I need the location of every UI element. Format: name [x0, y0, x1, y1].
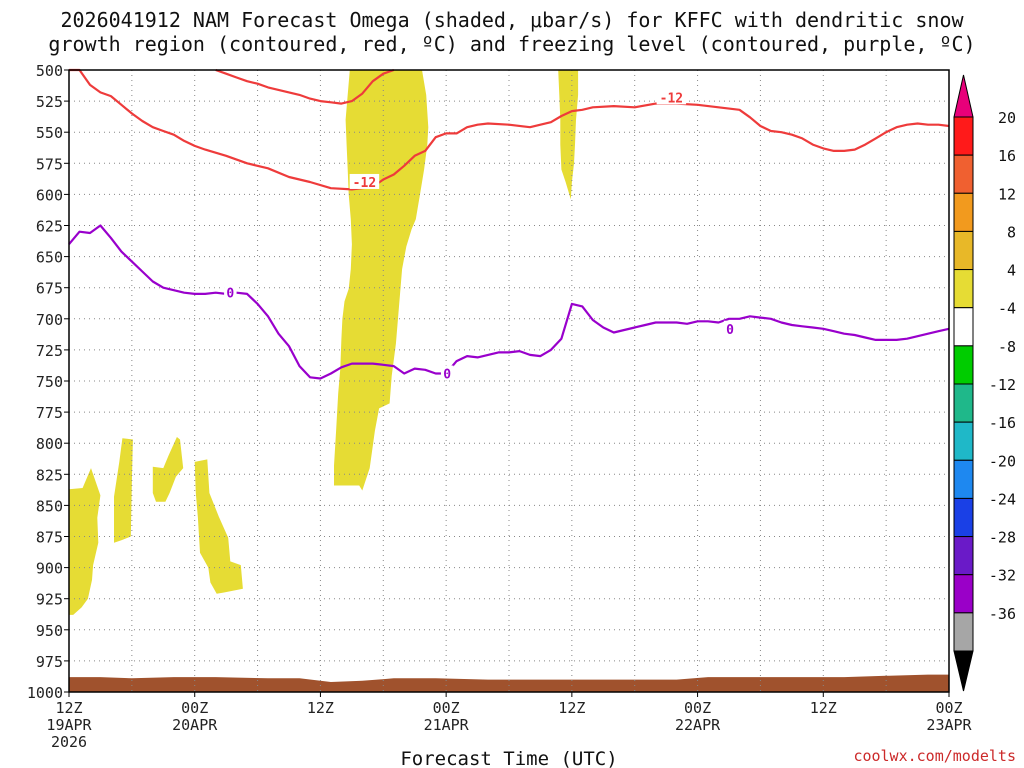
contour-label: 0	[443, 368, 451, 383]
colorbar-swatch	[953, 497, 974, 538]
x-tick-label: 00Z	[433, 699, 460, 717]
colorbar-top-arrow	[953, 74, 974, 118]
y-tick-label: 950	[36, 622, 63, 640]
colorbar-swatch	[953, 269, 974, 309]
y-tick-label: 775	[36, 404, 63, 422]
colorbar-label: -4	[998, 300, 1016, 318]
x-tick-label: 12Z	[558, 699, 585, 717]
y-tick-label: 500	[36, 62, 63, 80]
colorbar-swatch	[953, 116, 974, 156]
colorbar-label: 20	[998, 109, 1016, 127]
y-tick-label: 675	[36, 280, 63, 298]
omega-region-2	[558, 70, 579, 200]
x-tick-label: 23APR	[926, 716, 972, 734]
colorbar-label: -36	[989, 605, 1016, 623]
colorbar-swatch	[953, 154, 974, 194]
y-tick-label: 575	[36, 155, 63, 173]
contour-label-bg	[224, 284, 237, 300]
colorbar-label: 4	[1007, 262, 1016, 280]
y-tick-label: 875	[36, 529, 63, 547]
y-tick-label: 525	[36, 93, 63, 111]
x-tick-label: 12Z	[810, 699, 837, 717]
colorbar-label: -24	[989, 490, 1016, 508]
y-axis-ticks: 500 525 550 575 600 625 650 675 700 725 750 775 800 8…	[27, 62, 69, 702]
y-tick-label: 700	[36, 311, 63, 329]
x-axis-title: Forecast Time (UTC)	[400, 748, 617, 768]
y-tick-label: 550	[36, 124, 63, 142]
colorbar: 20 16 12 8 4 -4 -8 -12 -16 -20 -24 -28 -32 -36	[953, 74, 1016, 692]
contour-label: -12	[660, 91, 683, 106]
colorbar-label: 8	[1007, 223, 1016, 241]
dgz-contour-left	[215, 68, 395, 105]
contour-labels: -12 -12 0 0 0	[224, 89, 737, 383]
x-tick-label: 22APR	[675, 716, 721, 734]
dgz-contour-upper	[69, 68, 950, 191]
x-tick-label: 00Z	[684, 699, 711, 717]
y-tick-label: 750	[36, 373, 63, 391]
contour-label: -12	[353, 176, 376, 191]
y-tick-label: 850	[36, 497, 63, 515]
contour-label-bg	[440, 365, 454, 381]
colorbar-label: -12	[989, 376, 1016, 394]
y-tick-label: 625	[36, 218, 63, 236]
freezing-level-contour	[68, 224, 950, 380]
x-tick-label: 12Z	[55, 699, 82, 717]
y-tick-label: 650	[36, 249, 63, 267]
y-tick-label: 900	[36, 560, 63, 578]
y-tick-label: 825	[36, 466, 63, 484]
y-tick-label: 600	[36, 186, 63, 204]
omega-region-4	[114, 438, 133, 543]
colorbar-label: -28	[989, 529, 1016, 547]
grid-lines	[69, 70, 949, 692]
chart-title-line2: growth region (contoured, red, ºC) and f…	[48, 32, 975, 56]
omega-region-3	[69, 468, 101, 615]
contour-label: 0	[226, 287, 234, 302]
omega-region-6	[194, 459, 243, 594]
colorbar-swatch	[953, 612, 974, 652]
x-tick-label: 00Z	[935, 699, 962, 717]
colorbar-swatch	[953, 192, 974, 232]
colorbar-label: 12	[998, 185, 1016, 203]
colorbar-label: 16	[998, 147, 1016, 165]
x-tick-label: 20APR	[172, 716, 218, 734]
omega-region-5	[152, 437, 184, 502]
contour-label-bg	[349, 173, 380, 189]
colorbar-label: -8	[998, 338, 1016, 356]
credit-text: coolwx.com/modelts	[853, 747, 1016, 765]
x-tick-label: 19APR	[46, 716, 92, 734]
y-tick-label: 725	[36, 342, 63, 360]
colorbar-swatch	[953, 574, 974, 614]
x-tick-label: 2026	[51, 733, 87, 751]
surface-terrain	[69, 674, 949, 692]
y-tick-label: 1000	[27, 684, 63, 702]
contour-label-bg	[723, 320, 737, 336]
colorbar-swatch	[953, 307, 974, 347]
colorbar-swatch	[953, 345, 974, 385]
colorbar-bottom-arrow	[953, 650, 974, 692]
x-tick-label: 00Z	[181, 699, 208, 717]
chart-title-line1: 2026041912 NAM Forecast Omega (shaded, μ…	[60, 8, 964, 32]
colorbar-label: -20	[989, 452, 1016, 470]
terrain-fill	[69, 674, 949, 692]
y-tick-label: 925	[36, 591, 63, 609]
colorbar-swatch	[953, 536, 974, 576]
colorbar-label: -16	[989, 414, 1016, 432]
x-tick-label: 21APR	[424, 716, 470, 734]
colorbar-swatch	[953, 230, 974, 271]
contour-label-bg	[656, 89, 687, 105]
y-tick-label: 800	[36, 435, 63, 453]
contour-lines	[68, 68, 950, 380]
x-tick-label: 12Z	[307, 699, 334, 717]
colorbar-swatch	[953, 421, 974, 461]
y-tick-label: 975	[36, 653, 63, 671]
colorbar-label: -32	[989, 567, 1016, 585]
contour-label: 0	[726, 323, 734, 338]
colorbar-swatch	[953, 459, 974, 499]
colorbar-swatch	[953, 383, 974, 423]
